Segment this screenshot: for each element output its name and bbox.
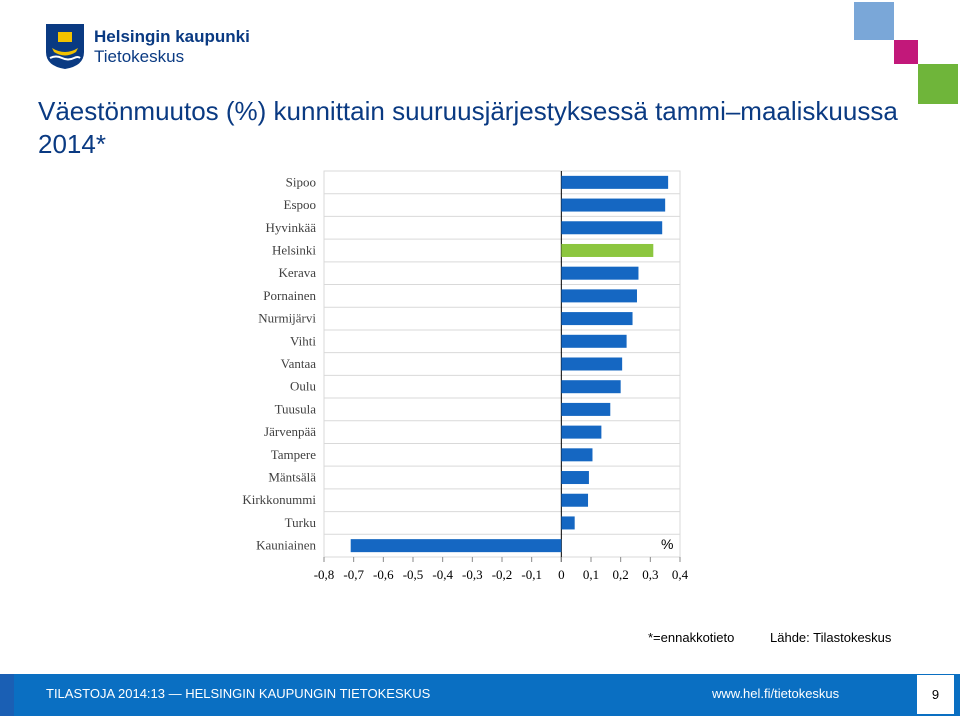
category-label: Espoo	[284, 197, 317, 212]
bar-kirkkonummi	[561, 493, 589, 507]
x-tick-label: 0	[558, 567, 565, 582]
bar-helsinki	[561, 243, 654, 257]
bar-nurmijärvi	[561, 312, 633, 326]
bar-järvenpää	[561, 425, 602, 439]
bar-espoo	[561, 198, 666, 212]
footer-strip	[0, 674, 14, 716]
category-label: Kauniainen	[256, 538, 316, 553]
x-tick-label: -0,8	[314, 567, 335, 582]
category-label: Pornainen	[263, 288, 316, 303]
chart-category-labels: Sipoo Espoo Hyvinkää Helsinki Kerava Pornaine…	[242, 174, 316, 552]
bar-turku	[561, 516, 575, 530]
category-label: Vihti	[290, 333, 316, 348]
decor-square-green	[918, 64, 958, 104]
bar-tampere	[561, 448, 593, 462]
footnote: *=ennakkotieto	[648, 630, 735, 645]
x-tick-label: 0,3	[642, 567, 658, 582]
category-label: Turku	[285, 515, 317, 530]
x-tick-label: 0,1	[583, 567, 599, 582]
x-tick-label: -0,1	[521, 567, 542, 582]
decor-square-magenta	[894, 40, 918, 64]
bar-vihti	[561, 334, 627, 348]
bar-vantaa	[561, 357, 623, 371]
x-tick-label: 0,2	[613, 567, 629, 582]
category-label: Nurmijärvi	[258, 311, 316, 326]
coat-of-arms-icon	[46, 24, 84, 69]
bar-mäntsälä	[561, 471, 589, 485]
x-tick-label: 0,4	[672, 567, 689, 582]
category-label: Tampere	[271, 447, 317, 462]
bar-sipoo	[561, 175, 669, 189]
chart-x-ticks: -0,8 -0,7 -0,6 -0,5 -0,4 -0,3 -0,2 -0,1 0 0,1 0,2 0…	[314, 557, 689, 582]
chart-bars	[350, 175, 669, 553]
category-label: Vantaa	[281, 356, 317, 371]
decor-square-blue	[854, 2, 894, 40]
bar-tuusula	[561, 402, 611, 416]
category-label: Kirkkonummi	[242, 492, 316, 507]
logo-subtitle: Tietokeskus	[94, 47, 185, 66]
category-label: Kerava	[278, 265, 316, 280]
category-label: Mäntsälä	[268, 470, 316, 485]
x-tick-label: -0,7	[343, 567, 364, 582]
bar-hyvinkää	[561, 221, 663, 235]
category-label: Tuusula	[275, 401, 317, 416]
page-number: 9	[917, 675, 954, 714]
category-label: Oulu	[290, 379, 317, 394]
bar-kauniainen	[350, 539, 562, 553]
unit-label: %	[661, 536, 673, 552]
category-label: Helsinki	[272, 242, 316, 257]
source-note: Lähde: Tilastokeskus	[770, 630, 892, 645]
bar-oulu	[561, 380, 621, 394]
bar-kerava	[561, 266, 639, 280]
footer-link[interactable]: www.hel.fi/tietokeskus	[712, 686, 840, 701]
logo-title: Helsingin kaupunki	[94, 27, 250, 46]
category-label: Järvenpää	[264, 424, 316, 439]
logo: Helsingin kaupunki Tietokeskus	[44, 22, 264, 72]
footer-publication: TILASTOJA 2014:13 — HELSINGIN KAUPUNGIN …	[46, 686, 431, 701]
x-tick-label: -0,2	[492, 567, 513, 582]
chart-grid	[323, 170, 681, 562]
x-tick-label: -0,4	[432, 567, 453, 582]
category-label: Sipoo	[286, 174, 316, 189]
x-tick-label: -0,6	[373, 567, 394, 582]
footer-bar	[0, 674, 960, 716]
x-tick-label: -0,5	[403, 567, 424, 582]
bar-pornainen	[561, 289, 637, 303]
x-tick-label: -0,3	[462, 567, 483, 582]
category-label: Hyvinkää	[265, 220, 316, 235]
page-title: Väestönmuutos (%) kunnittain suuruusjärj…	[38, 96, 898, 159]
